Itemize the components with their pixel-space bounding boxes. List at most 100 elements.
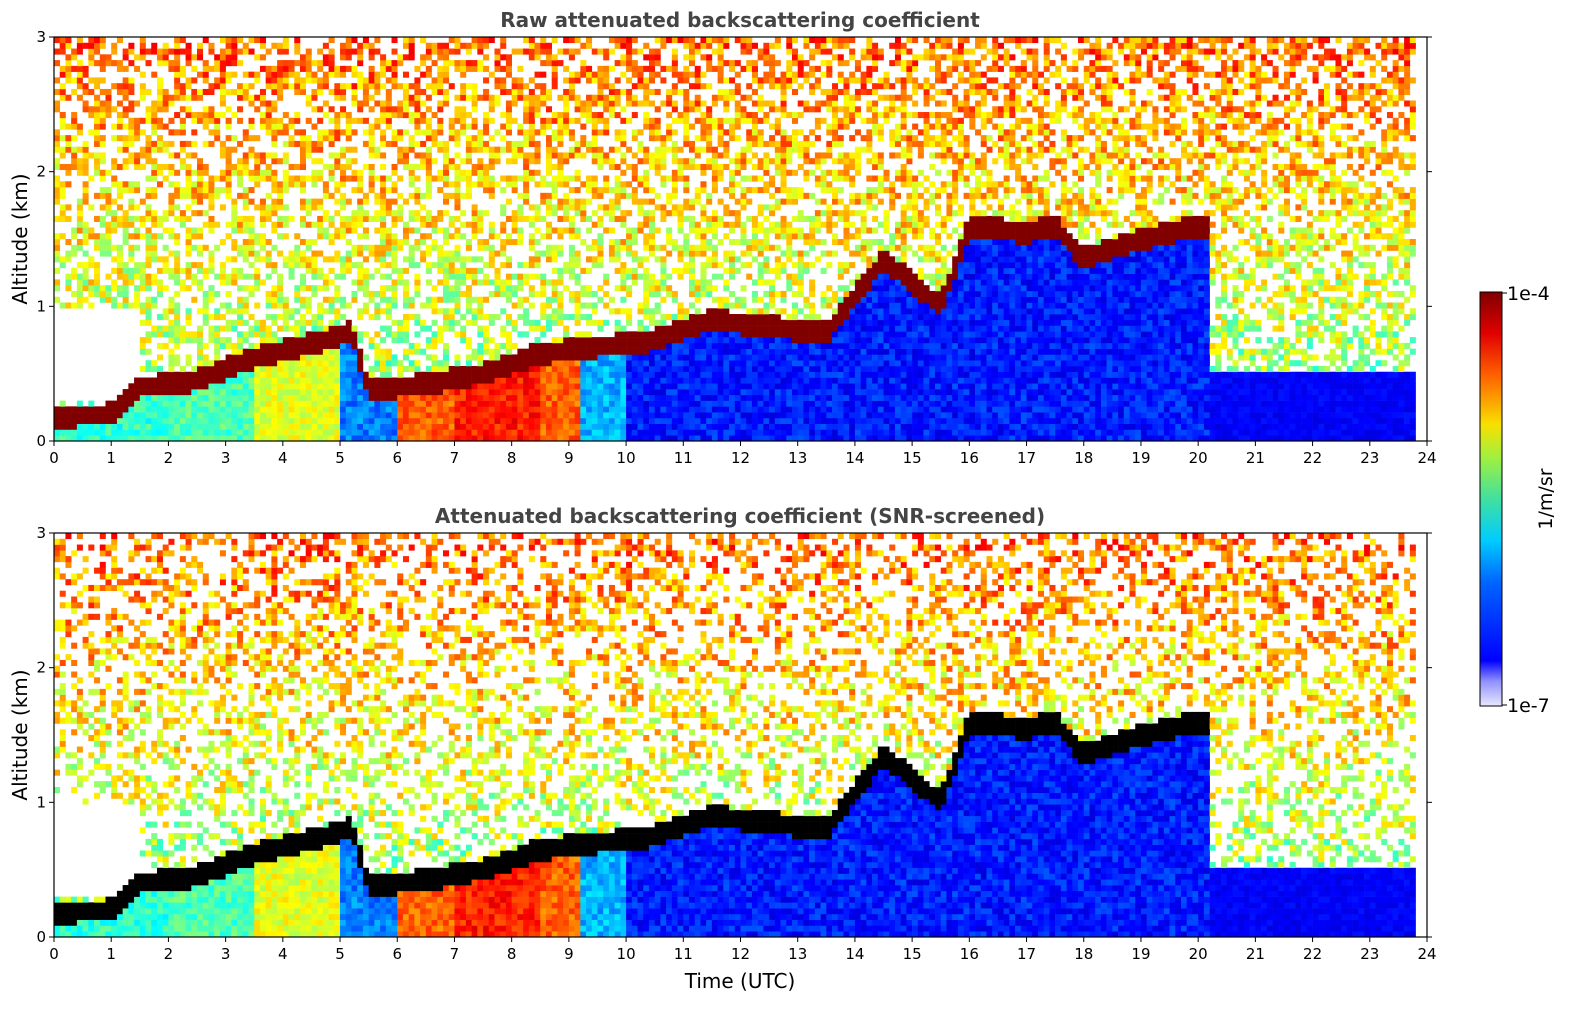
heatmap-cell bbox=[689, 389, 696, 396]
heatmap-cell bbox=[568, 152, 575, 159]
heatmap-cell bbox=[294, 354, 301, 361]
heatmap-cell bbox=[540, 412, 547, 419]
heatmap-cell bbox=[631, 377, 638, 384]
heatmap-cell bbox=[225, 273, 232, 280]
heatmap-cell bbox=[391, 285, 398, 292]
heatmap-cell bbox=[443, 389, 450, 396]
heatmap-cell bbox=[294, 233, 301, 240]
heatmap-cell bbox=[305, 54, 312, 61]
heatmap-cell bbox=[666, 285, 673, 292]
heatmap-cell bbox=[248, 389, 255, 396]
heatmap-cell bbox=[557, 135, 564, 142]
heatmap-cell bbox=[465, 221, 472, 228]
heatmap-cell bbox=[322, 360, 329, 367]
heatmap-cell bbox=[254, 204, 261, 211]
heatmap-cell bbox=[300, 54, 307, 61]
heatmap-cell bbox=[139, 365, 146, 373]
heatmap-cell bbox=[214, 77, 221, 84]
heatmap-cell bbox=[340, 65, 347, 72]
heatmap-cell bbox=[271, 262, 278, 269]
heatmap-cell bbox=[277, 192, 284, 199]
heatmap-cell bbox=[374, 360, 381, 367]
heatmap-cell bbox=[311, 314, 318, 321]
heatmap-cell bbox=[454, 163, 461, 171]
heatmap-cell bbox=[391, 337, 398, 344]
heatmap-cell bbox=[191, 112, 198, 119]
heatmap-cell bbox=[122, 233, 129, 240]
heatmap-cell bbox=[76, 60, 83, 67]
heatmap-cell bbox=[494, 77, 501, 84]
heatmap-cell bbox=[443, 319, 450, 326]
heatmap-cell bbox=[294, 394, 301, 401]
heatmap-cell bbox=[523, 423, 530, 430]
heatmap-cell bbox=[551, 117, 558, 124]
heatmap-cell bbox=[82, 163, 89, 171]
heatmap-cell bbox=[631, 406, 638, 413]
heatmap-cell bbox=[82, 267, 89, 274]
heatmap-cell bbox=[620, 215, 627, 222]
heatmap-cell bbox=[122, 187, 129, 194]
heatmap-cell bbox=[168, 198, 175, 205]
heatmap-cell bbox=[254, 354, 261, 361]
heatmap-cell bbox=[317, 106, 324, 113]
heatmap-cell bbox=[666, 406, 673, 413]
heatmap-cell bbox=[568, 71, 575, 78]
heatmap-cell bbox=[551, 389, 558, 396]
heatmap-cell bbox=[694, 71, 701, 78]
heatmap-cell bbox=[643, 210, 650, 217]
heatmap-cell bbox=[174, 371, 181, 378]
heatmap-cell bbox=[151, 365, 158, 373]
heatmap-cell bbox=[151, 394, 158, 401]
heatmap-cell bbox=[225, 135, 232, 142]
heatmap-cell bbox=[626, 146, 633, 153]
heatmap-cell bbox=[317, 406, 324, 413]
heatmap-cell bbox=[345, 146, 352, 153]
heatmap-cell bbox=[488, 106, 495, 113]
heatmap-cell bbox=[71, 406, 78, 413]
heatmap-cell bbox=[351, 83, 358, 90]
heatmap-cell bbox=[197, 429, 204, 436]
heatmap-cell bbox=[631, 417, 638, 424]
heatmap-cell bbox=[528, 77, 535, 84]
heatmap-cell bbox=[334, 400, 341, 407]
heatmap-cell bbox=[671, 48, 678, 55]
heatmap-cell bbox=[460, 175, 467, 182]
heatmap-cell bbox=[357, 83, 364, 90]
heatmap-cell bbox=[402, 233, 409, 240]
heatmap-cell bbox=[683, 354, 690, 361]
heatmap-cell bbox=[179, 435, 186, 441]
heatmap-cell bbox=[443, 262, 450, 269]
heatmap-cell bbox=[494, 406, 501, 413]
heatmap-cell bbox=[334, 285, 341, 292]
heatmap-cell bbox=[437, 389, 444, 396]
heatmap-cell bbox=[334, 360, 341, 367]
heatmap-cell bbox=[654, 360, 661, 367]
heatmap-cell bbox=[637, 348, 644, 355]
heatmap-cell bbox=[345, 83, 352, 90]
heatmap-cell bbox=[517, 239, 524, 246]
heatmap-cell bbox=[145, 285, 152, 292]
heatmap-cell bbox=[282, 112, 289, 119]
heatmap-cell bbox=[488, 227, 495, 234]
heatmap-cell bbox=[643, 412, 650, 419]
heatmap-cell bbox=[523, 135, 530, 142]
heatmap-cell bbox=[317, 412, 324, 419]
heatmap-cell bbox=[248, 94, 255, 101]
heatmap-cell bbox=[311, 169, 318, 176]
heatmap-cell bbox=[271, 42, 278, 49]
heatmap-cell bbox=[88, 429, 95, 436]
heatmap-cell bbox=[574, 273, 581, 280]
heatmap-cell bbox=[82, 146, 89, 153]
heatmap-cell bbox=[94, 83, 101, 90]
heatmap-cell bbox=[380, 117, 387, 124]
heatmap-cell bbox=[603, 400, 610, 407]
heatmap-cell bbox=[608, 198, 615, 205]
heatmap-cell bbox=[242, 285, 249, 292]
heatmap-cell bbox=[294, 244, 301, 251]
heatmap-cell bbox=[219, 54, 226, 61]
heatmap-cell bbox=[431, 158, 438, 165]
heatmap-cell bbox=[362, 198, 369, 205]
heatmap-cell bbox=[465, 429, 472, 436]
heatmap-cell bbox=[568, 342, 575, 349]
heatmap-cell bbox=[420, 204, 427, 211]
